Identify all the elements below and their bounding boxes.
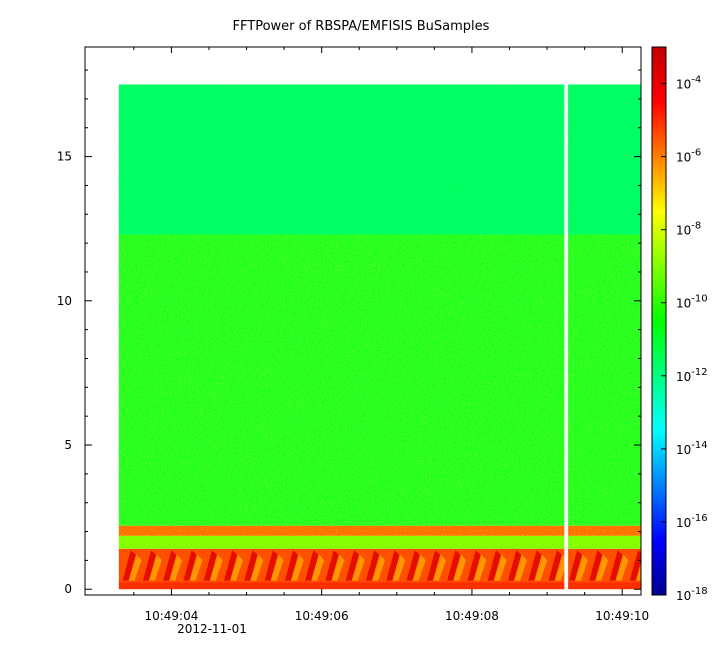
colorbar-tick-label: 10-6: [676, 148, 701, 165]
colorbar-tick-label: 10-12: [676, 367, 708, 384]
chorus-element: [284, 550, 300, 581]
chorus-element: [366, 550, 382, 581]
chorus-element: [447, 550, 463, 581]
chorus-element: [203, 550, 219, 581]
colorbar-tick-label: 10-16: [676, 513, 708, 530]
chorus-element: [311, 554, 325, 581]
chorus-element: [615, 554, 629, 581]
chorus-element: [432, 554, 446, 581]
chorus-element: [250, 554, 264, 581]
chorus-element: [209, 554, 223, 581]
colorbar: 10-4 10-6 10-8 10-10 10-12 10-14 10-16 10-18: [651, 46, 708, 603]
chorus-element: [528, 550, 544, 581]
x-axis-date-label: 2012-11-01: [177, 622, 247, 636]
x-tick-label: 10:49:10: [595, 609, 649, 623]
x-tick-label: 10:49:04: [144, 609, 198, 623]
chorus-element: [183, 550, 199, 581]
chorus-element: [406, 550, 422, 581]
plot-area: [84, 46, 642, 596]
x-axis: 10:49:04 10:49:06 10:49:08 10:49:10: [133, 47, 649, 623]
chorus-element: [224, 550, 239, 581]
chorus-element: [290, 554, 304, 581]
chorus-element: [473, 554, 487, 581]
chorus-element: [635, 562, 641, 581]
data-gap: [564, 47, 569, 590]
chorus-element: [386, 550, 402, 581]
noise-texture: [118, 84, 641, 235]
chorus-element: [351, 554, 365, 581]
chorus-element: [493, 554, 507, 581]
chorus-element: [169, 554, 183, 581]
chorus-element: [453, 554, 467, 581]
chorus-element: [609, 550, 625, 581]
chorus-elements: [122, 550, 641, 581]
chorus-element: [345, 550, 361, 581]
noise-texture: [118, 234, 641, 526]
spectrogram-texture: [118, 84, 641, 549]
chorus-element: [412, 554, 426, 581]
chorus-element: [548, 550, 564, 581]
colorbar-tick-label: 10-8: [676, 221, 701, 238]
y-tick-label: 15: [57, 150, 72, 164]
y-tick-label: 5: [64, 438, 72, 452]
chorus-element: [331, 554, 345, 581]
chorus-element: [589, 550, 605, 581]
plot-frame: [84, 46, 642, 596]
chorus-element: [128, 554, 142, 581]
chorus-element: [142, 550, 158, 581]
colorbar-ticks: 10-4 10-6 10-8 10-10 10-12 10-14 10-16 10-18: [661, 75, 708, 603]
spectrogram-band: [118, 582, 641, 590]
chorus-element: [230, 554, 243, 581]
chorus-element: [514, 554, 528, 581]
y-tick-label: 10: [57, 294, 72, 308]
chorus-element: [554, 554, 568, 581]
x-tick-label: 10:49:06: [295, 609, 349, 623]
chorus-element: [264, 550, 280, 581]
chorus-element: [148, 554, 162, 581]
colorbar-tick-label: 10-10: [676, 294, 708, 311]
chorus-element: [508, 550, 524, 581]
colorbar-tick-label: 10-14: [676, 440, 708, 457]
colorbar-scale: [651, 46, 667, 596]
chorus-element: [534, 554, 548, 581]
chorus-element: [244, 550, 260, 581]
y-tick-label: 0: [64, 582, 72, 596]
chorus-element: [467, 550, 483, 581]
chart-title: FFTPower of RBSPA/EMFISIS BuSamples: [233, 19, 490, 34]
chorus-element: [426, 550, 442, 581]
noise-texture: [118, 525, 641, 549]
y-axis: 0 5 10 15: [57, 69, 641, 596]
chorus-element: [372, 554, 386, 581]
colorbar-tick-label: 10-18: [676, 586, 708, 603]
chorus-element: [392, 554, 406, 581]
chorus-element: [325, 550, 341, 581]
chorus-element: [487, 550, 503, 581]
x-tick-label: 10:49:08: [445, 609, 499, 623]
chorus-element: [574, 554, 588, 581]
chorus-element: [595, 554, 609, 581]
chorus-element: [163, 550, 179, 581]
chorus-element: [122, 550, 138, 581]
chorus-element: [305, 550, 321, 581]
chorus-element: [568, 550, 584, 581]
chorus-element: [270, 554, 284, 581]
chorus-element: [189, 554, 203, 581]
colorbar-tick-label: 10-4: [676, 75, 701, 92]
